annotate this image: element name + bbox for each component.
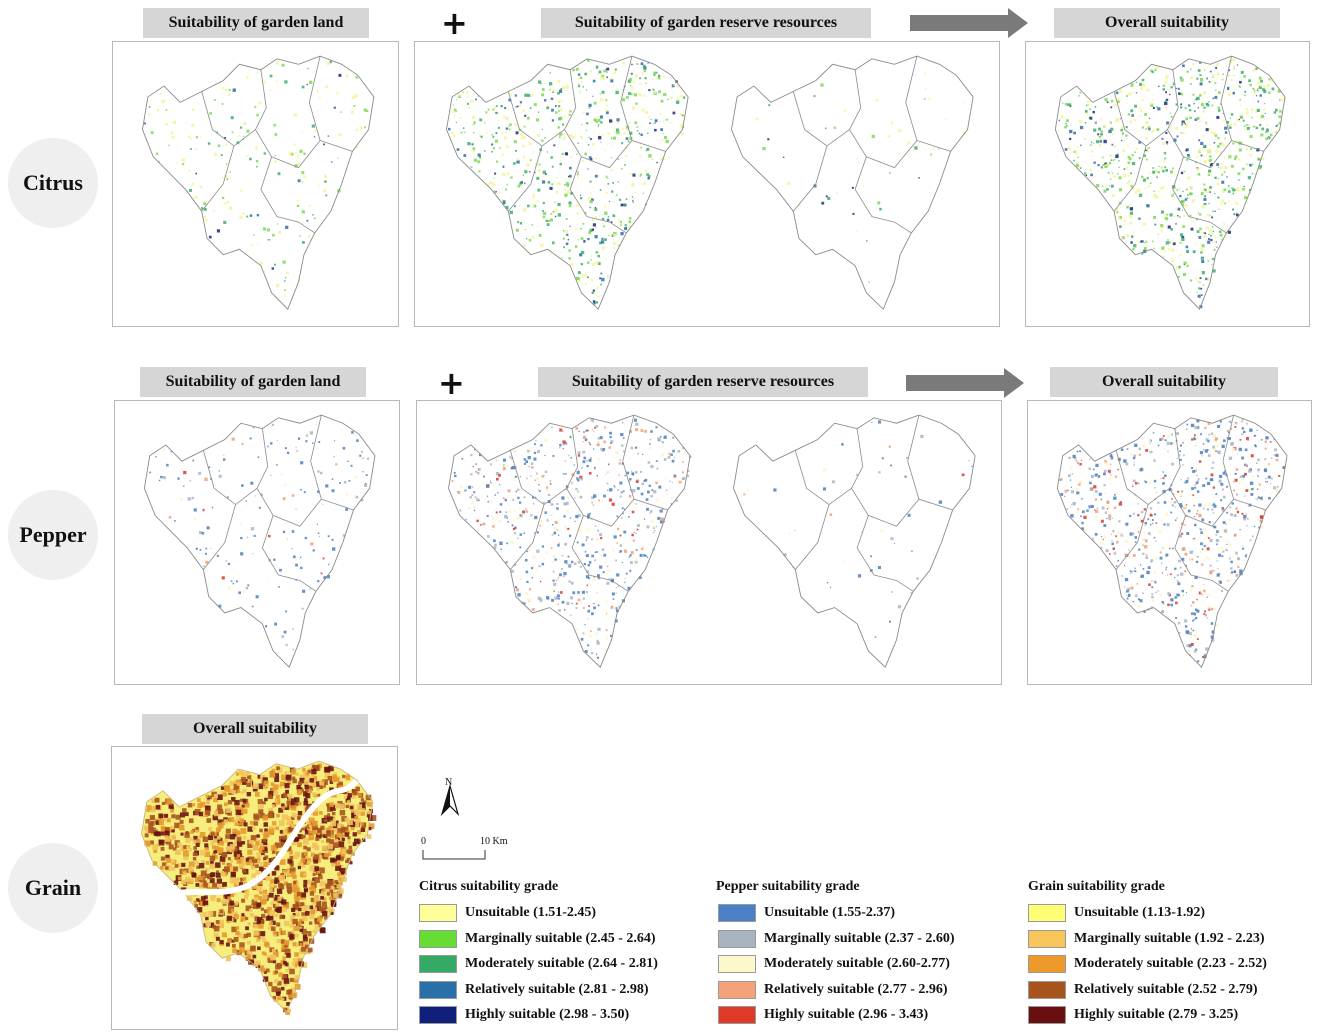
grain-legend-label: Relatively suitable (2.52 - 2.79) xyxy=(1074,981,1258,997)
citrus-legend-item: Relatively suitable (2.81 - 2.98) xyxy=(419,980,649,999)
pepper-legend-label: Marginally suitable (2.37 - 2.60) xyxy=(764,930,955,946)
citrus-legend-label: Highly suitable (2.98 - 3.50) xyxy=(465,1007,630,1022)
pepper-overall-title: Overall suitability xyxy=(1050,367,1278,397)
grain-overall-title: Overall suitability xyxy=(142,714,368,744)
grain-legend-swatch xyxy=(1028,955,1066,973)
pepper-legend-item: Marginally suitable (2.37 - 2.60) xyxy=(718,929,955,948)
grain-legend-item: Moderately suitable (2.23 - 2.52) xyxy=(1028,955,1267,973)
pepper-legend-swatch xyxy=(718,980,756,999)
pepper-reserve-map xyxy=(416,400,1002,685)
pepper-legend-item: Unsuitable (1.55-2.37) xyxy=(718,904,895,922)
scale-bar xyxy=(422,850,486,860)
grain-legend-item: Marginally suitable (1.92 - 2.23) xyxy=(1028,929,1265,948)
grain-legend-label: Moderately suitable (2.23 - 2.52) xyxy=(1074,956,1267,971)
citrus-legend-swatch xyxy=(419,955,457,973)
citrus-garden-land-map xyxy=(112,41,399,327)
pepper-legend-swatch xyxy=(718,955,756,973)
pepper-legend-label: Unsuitable (1.55-2.37) xyxy=(764,905,896,920)
grain-legend-swatch xyxy=(1028,1006,1066,1024)
citrus-overall-title: Overall suitability xyxy=(1054,8,1280,38)
row-label-citrus: Citrus xyxy=(8,138,98,228)
pepper-legend-label: Relatively suitable (2.77 - 2.96) xyxy=(764,981,948,997)
citrus-reserve-title: Suitability of garden reserve resources xyxy=(541,8,871,38)
pepper-legend-item: Highly suitable (2.96 - 3.43) xyxy=(718,1006,928,1024)
grain-overall-map xyxy=(111,746,398,1030)
pepper-legend-item: Moderately suitable (2.60-2.77) xyxy=(718,955,950,973)
citrus-legend-item: Marginally suitable (2.45 - 2.64) xyxy=(419,929,656,948)
grain-legend-item: Highly suitable (2.79 - 3.25) xyxy=(1028,1006,1238,1024)
north-arrow-icon xyxy=(440,783,460,816)
pepper-legend-swatch xyxy=(718,904,756,922)
arrow-right-icon xyxy=(906,368,1024,398)
north-label: N xyxy=(445,777,453,788)
citrus-legend-label: Moderately suitable (2.64 - 2.81) xyxy=(465,956,658,971)
pepper-legend-swatch xyxy=(718,1006,756,1024)
pepper-legend-item: Relatively suitable (2.77 - 2.96) xyxy=(718,980,948,999)
pepper-garden-land-title: Suitability of garden land xyxy=(140,367,366,397)
pepper-legend-label: Moderately suitable (2.60-2.77) xyxy=(764,956,950,971)
grain-legend-label: Highly suitable (2.79 - 3.25) xyxy=(1074,1007,1239,1022)
citrus-reserve-map xyxy=(414,41,1000,327)
citrus-legend-item: Moderately suitable (2.64 - 2.81) xyxy=(419,955,658,973)
pepper-overall-map xyxy=(1027,400,1312,685)
pepper-reserve-title: Suitability of garden reserve resources xyxy=(538,367,868,397)
citrus-garden-land-title: Suitability of garden land xyxy=(143,8,369,38)
plus-icon: + xyxy=(441,4,468,42)
grain-legend-item: Relatively suitable (2.52 - 2.79) xyxy=(1028,980,1258,999)
grain-legend-swatch xyxy=(1028,980,1066,999)
scale-start-label: 0 xyxy=(421,836,426,847)
citrus-legend-swatch xyxy=(419,1006,457,1024)
row-label-pepper: Pepper xyxy=(8,490,98,580)
pepper-legend-swatch xyxy=(718,929,756,948)
citrus-legend-label: Relatively suitable (2.81 - 2.98) xyxy=(465,981,649,997)
arrow-right-icon xyxy=(910,8,1028,38)
citrus-legend-label: Marginally suitable (2.45 - 2.64) xyxy=(465,930,656,946)
citrus-legend-swatch xyxy=(419,980,457,999)
grain-legend-title: Grain suitability grade xyxy=(1028,879,1165,894)
citrus-legend-swatch xyxy=(419,929,457,948)
grain-legend-label: Marginally suitable (1.92 - 2.23) xyxy=(1074,930,1265,946)
pepper-legend-title: Pepper suitability grade xyxy=(716,879,860,894)
grain-legend-item: Unsuitable (1.13-1.92) xyxy=(1028,904,1205,922)
grain-legend-label: Unsuitable (1.13-1.92) xyxy=(1074,905,1206,920)
citrus-legend-swatch xyxy=(419,904,457,922)
citrus-legend-title: Citrus suitability grade xyxy=(419,879,559,894)
plus-icon: + xyxy=(438,364,465,402)
pepper-legend-label: Highly suitable (2.96 - 3.43) xyxy=(764,1007,929,1022)
grain-legend-swatch xyxy=(1028,904,1066,922)
pepper-garden-land-map xyxy=(114,400,400,685)
citrus-legend-label: Unsuitable (1.51-2.45) xyxy=(465,905,597,920)
grain-legend-swatch xyxy=(1028,929,1066,948)
scale-end-label: 10 Km xyxy=(480,836,508,847)
citrus-legend-item: Unsuitable (1.51-2.45) xyxy=(419,904,596,922)
row-label-grain: Grain xyxy=(8,843,98,933)
citrus-legend-item: Highly suitable (2.98 - 3.50) xyxy=(419,1006,629,1024)
citrus-overall-map xyxy=(1025,41,1310,327)
